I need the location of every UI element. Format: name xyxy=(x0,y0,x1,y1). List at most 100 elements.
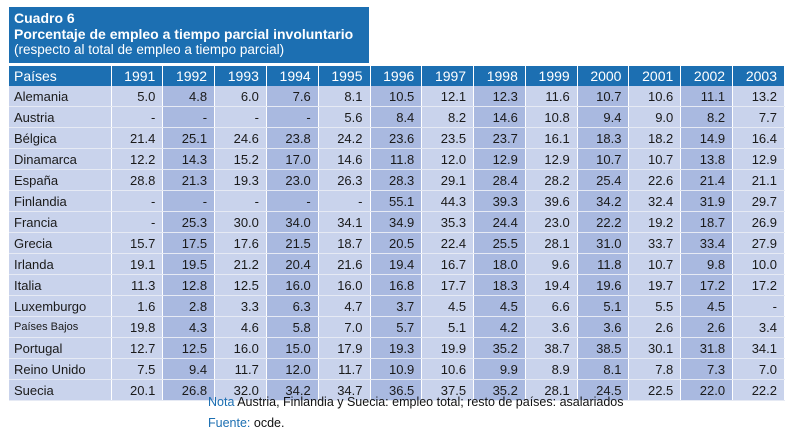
value-cell: 23.0 xyxy=(266,169,319,191)
value-cell: - xyxy=(214,106,267,128)
value-cell: 21.4 xyxy=(680,169,734,191)
value-cell: 4.8 xyxy=(162,86,216,107)
value-cell: 6.3 xyxy=(266,295,319,317)
value-cell: 25.4 xyxy=(577,169,630,191)
value-cell: 28.8 xyxy=(111,169,164,191)
table-row: Austria - - - -5.6 8.4 8.2 14.6 10.8 9.4 9.0 8.2 7.7 xyxy=(9,106,785,128)
value-cell: 9.4 xyxy=(577,106,630,128)
value-cell: 23.8 xyxy=(266,127,319,149)
year-header: 1991 xyxy=(111,66,164,86)
value-cell: 16.0 xyxy=(214,337,267,359)
value-cell: - xyxy=(111,106,164,128)
value-cell: 32.0 xyxy=(214,379,267,401)
value-cell: 18.7 xyxy=(318,232,371,254)
country-cell: Finlandia xyxy=(9,190,112,212)
value-cell: - xyxy=(111,190,164,212)
table-row: Países Bajos 19.8 4.3 4.6 5.8 7.0 5.7 5.1 4.2 3.6… xyxy=(9,316,785,338)
value-cell: 24.4 xyxy=(473,211,526,233)
value-cell: 11.8 xyxy=(577,253,630,275)
value-cell: 26.9 xyxy=(732,211,785,233)
value-cell: 19.3 xyxy=(370,337,423,359)
value-cell: 28.1 xyxy=(525,232,578,254)
value-cell: 11.6 xyxy=(525,86,578,107)
value-cell: 11.7 xyxy=(318,358,371,380)
value-cell: 10.6 xyxy=(628,86,682,107)
value-cell: 30.1 xyxy=(628,337,682,359)
value-cell: - xyxy=(318,190,371,212)
value-cell: 20.5 xyxy=(370,232,423,254)
value-cell: 3.6 xyxy=(577,316,630,338)
value-cell: 19.4 xyxy=(370,253,423,275)
value-cell: 6.0 xyxy=(214,86,267,107)
value-cell: 4.5 xyxy=(680,295,734,317)
value-cell: 5.6 xyxy=(318,106,371,128)
value-cell: 11.7 xyxy=(214,358,267,380)
value-cell: 16.1 xyxy=(525,127,578,149)
year-header: 2000 xyxy=(577,66,630,86)
value-cell: 22.2 xyxy=(732,379,785,401)
country-cell: Austria xyxy=(9,106,112,128)
table-row: Italia 11.3 12.8 12.5 16.0 16.0 16.8 17.7 18.3 19… xyxy=(9,274,785,296)
value-cell: - xyxy=(111,211,164,233)
year-header: 1996 xyxy=(370,66,423,86)
table-row: Reino Unido 7.5 9.4 11.7 12.0 11.7 10.9 10.6 9.9… xyxy=(9,358,785,380)
value-cell: 19.1 xyxy=(111,253,164,275)
value-cell: 34.2 xyxy=(577,190,630,212)
value-cell: 35.2 xyxy=(473,379,526,401)
value-cell: 3.4 xyxy=(732,316,785,338)
value-cell: 17.9 xyxy=(318,337,371,359)
value-cell: 4.6 xyxy=(214,316,267,338)
value-cell: 21.6 xyxy=(318,253,371,275)
value-cell: 6.6 xyxy=(525,295,578,317)
value-cell: 14.9 xyxy=(680,127,734,149)
value-cell: 3.3 xyxy=(214,295,267,317)
value-cell: 23.5 xyxy=(421,127,475,149)
country-cell: Francia xyxy=(9,211,112,233)
value-cell: 30.0 xyxy=(214,211,267,233)
value-cell: 44.3 xyxy=(421,190,475,212)
table-title: Porcentaje de empleo a tiempo parcial in… xyxy=(14,26,354,42)
value-cell: 5.7 xyxy=(370,316,423,338)
value-cell: 19.5 xyxy=(162,253,216,275)
value-cell: 12.9 xyxy=(473,148,526,170)
country-cell: Alemania xyxy=(9,86,112,107)
value-cell: 22.0 xyxy=(680,379,734,401)
country-cell: Dinamarca xyxy=(9,148,112,170)
year-header: 2001 xyxy=(628,66,682,86)
value-cell: - xyxy=(162,106,216,128)
value-cell: 1.6 xyxy=(111,295,164,317)
value-cell: 23.6 xyxy=(370,127,423,149)
year-header: 1994 xyxy=(266,66,319,86)
value-cell: 12.9 xyxy=(732,148,785,170)
value-cell: 7.5 xyxy=(111,358,164,380)
value-cell: 21.2 xyxy=(214,253,267,275)
value-cell: 34.0 xyxy=(266,211,319,233)
value-cell: 18.0 xyxy=(473,253,526,275)
value-cell: 34.1 xyxy=(732,337,785,359)
value-cell: 10.7 xyxy=(577,86,630,107)
value-cell: 12.8 xyxy=(162,274,216,296)
table-row: Bélgica 21.4 25.1 24.6 23.8 24.2 23.6 23.5 23.7 1… xyxy=(9,127,785,149)
value-cell: 10.9 xyxy=(370,358,423,380)
value-cell: 18.7 xyxy=(680,211,734,233)
value-cell: 17.0 xyxy=(266,148,319,170)
value-cell: 3.6 xyxy=(525,316,578,338)
table-row: Luxemburgo 1.6 2.8 3.3 6.3 4.7 3.7 4.5 4.5 6.6 5.1… xyxy=(9,295,785,317)
value-cell: 13.8 xyxy=(680,148,734,170)
value-cell: 4.7 xyxy=(318,295,371,317)
value-cell: 39.6 xyxy=(525,190,578,212)
year-header: 2003 xyxy=(732,66,785,86)
country-cell: Suecia xyxy=(9,379,112,401)
table-number: Cuadro 6 xyxy=(14,10,75,26)
value-cell: 7.8 xyxy=(628,358,682,380)
value-cell: 28.1 xyxy=(525,379,578,401)
country-cell: Reino Unido xyxy=(9,358,112,380)
value-cell: 15.2 xyxy=(214,148,267,170)
value-cell: - xyxy=(162,190,216,212)
year-header: 1998 xyxy=(473,66,526,86)
value-cell: 11.1 xyxy=(680,86,734,107)
value-cell: 17.2 xyxy=(680,274,734,296)
value-cell: 2.6 xyxy=(628,316,682,338)
value-cell: 23.0 xyxy=(525,211,578,233)
value-cell: 22.2 xyxy=(577,211,630,233)
